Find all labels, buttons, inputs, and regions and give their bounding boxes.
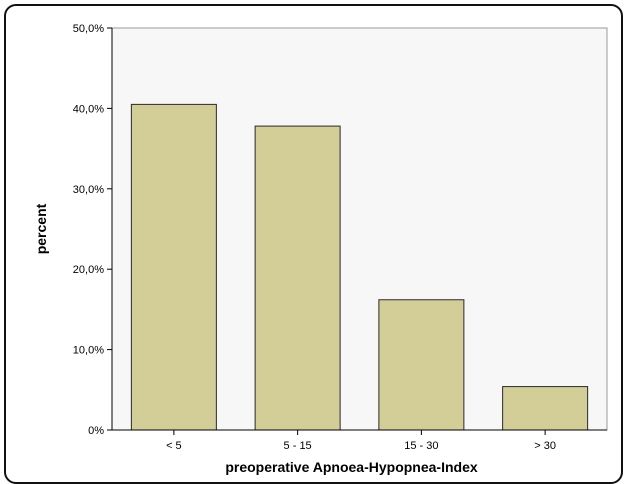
y-tick-label: 50,0%	[73, 23, 104, 35]
y-tick-label: 30,0%	[73, 184, 104, 196]
y-tick-label: 10,0%	[73, 345, 104, 357]
y-axis-title: percent	[33, 203, 49, 254]
x-tick-label: > 30	[534, 440, 556, 452]
y-tick-label: 20,0%	[73, 264, 104, 276]
bar-2	[254, 125, 341, 431]
bars-group	[130, 103, 589, 431]
x-tick-label: 15 - 30	[404, 440, 438, 452]
bar-1	[130, 103, 217, 431]
bar-3	[378, 299, 465, 431]
x-axis: < 5 5 - 15 15 - 30 > 30	[112, 429, 607, 452]
x-axis-title: preoperative Apnoea-Hypopnea-Index	[225, 459, 478, 475]
y-tick-label: 0%	[88, 425, 104, 437]
y-axis: 0% 10,0% 20,0% 30,0% 40,0% 50,0%	[73, 23, 113, 437]
y-tick-label: 40,0%	[73, 103, 104, 115]
bar-4	[502, 386, 589, 431]
x-tick-label: < 5	[166, 440, 182, 452]
x-tick-label: 5 - 15	[284, 440, 312, 452]
